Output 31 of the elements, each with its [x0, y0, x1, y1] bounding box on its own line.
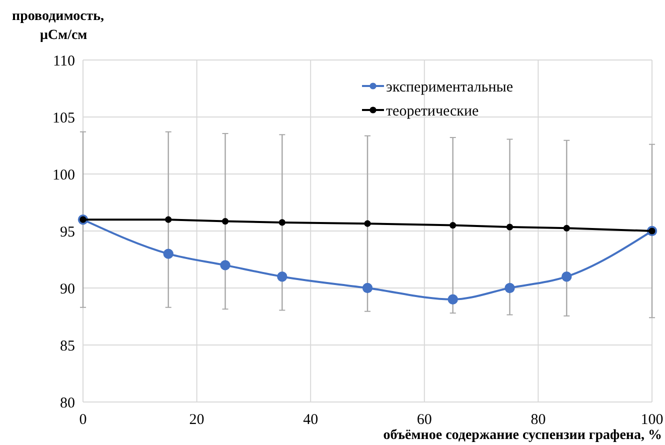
point [562, 272, 572, 282]
point [364, 220, 371, 227]
point [504, 282, 515, 294]
point [448, 294, 458, 304]
point [563, 224, 570, 232]
y-tick-label: 110 [53, 53, 75, 70]
point [163, 248, 174, 259]
x-tick-label: 20 [189, 412, 204, 428]
x-tick-label: 100 [640, 412, 664, 428]
y-tick-label: 95 [60, 224, 75, 240]
x-tick-label: 0 [79, 412, 87, 428]
y-tick-label: 105 [52, 110, 75, 126]
point [450, 222, 456, 229]
point [222, 218, 229, 225]
x-tick-label: 60 [416, 412, 432, 428]
legend-label: теоретические [386, 103, 479, 120]
x-tick-label: 80 [530, 412, 546, 428]
point [506, 224, 514, 230]
point [278, 219, 286, 226]
point [220, 260, 230, 270]
x-tick-label: 40 [303, 412, 318, 428]
point [362, 282, 373, 294]
y-tick-label: 80 [60, 395, 75, 412]
y-tick-label: 85 [60, 338, 75, 354]
y-tick-label: 90 [60, 281, 75, 298]
point [277, 272, 288, 282]
y-tick-label: 100 [52, 167, 75, 184]
legend-label: экспериментальные [386, 79, 514, 96]
y-axis-title: проводимость, μСм/см [12, 9, 104, 43]
x-axis-title: объёмное содержание суспензии графена, % [383, 428, 662, 443]
point [165, 216, 172, 223]
